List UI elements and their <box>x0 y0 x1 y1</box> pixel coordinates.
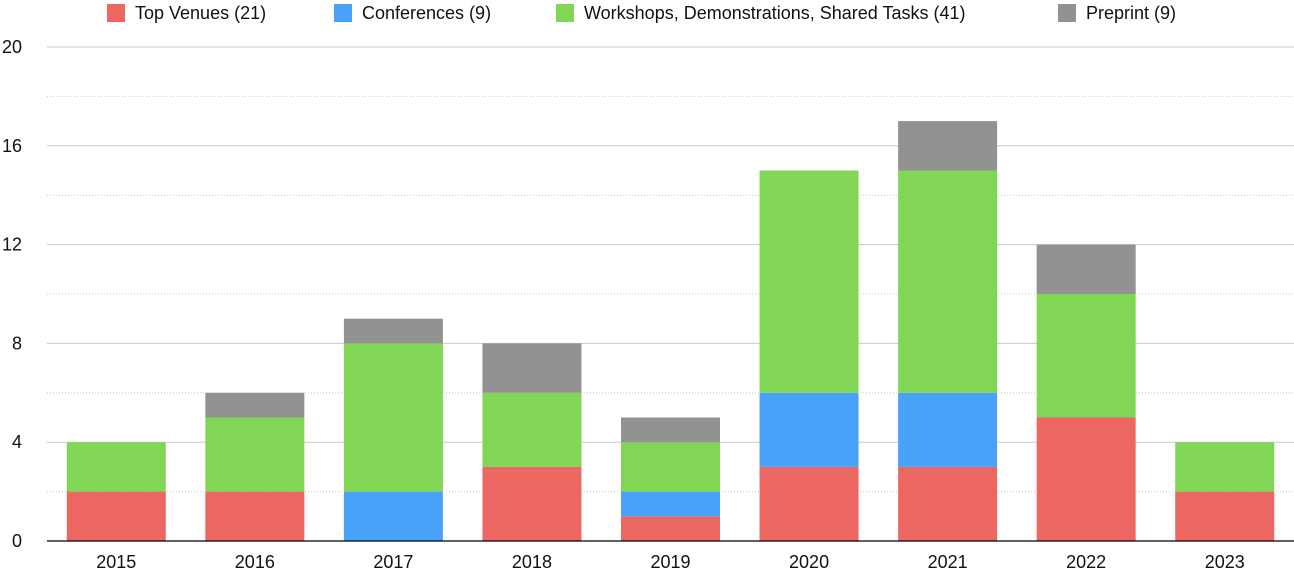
y-axis-ticks: 0 4 8 12 16 20 <box>2 37 22 551</box>
legend-label-conferences-9: Conferences (9) <box>362 3 491 23</box>
bar-workshops-demonstrations-shared-tasks-41-2017 <box>343 343 443 492</box>
y-tick-label-4: 16 <box>2 136 22 156</box>
x-tick-label-2022: 2022 <box>1066 552 1106 572</box>
bar-preprint-9-2018 <box>482 343 582 393</box>
legend-swatch-preprint-9 <box>1058 4 1076 22</box>
bar-top-venues-21-2023 <box>1175 491 1275 541</box>
bar-workshops-demonstrations-shared-tasks-41-2018 <box>482 392 582 467</box>
bar-conferences-9-2020 <box>759 392 859 467</box>
legend-label-top-venues-21: Top Venues (21) <box>135 3 266 23</box>
bar-workshops-demonstrations-shared-tasks-41-2016 <box>205 417 305 492</box>
bars <box>66 121 1275 541</box>
bar-conferences-9-2019 <box>621 491 720 517</box>
legend-swatch-conferences-9 <box>334 4 352 22</box>
bar-workshops-demonstrations-shared-tasks-41-2020 <box>759 170 859 393</box>
bar-conferences-9-2021 <box>898 392 998 467</box>
x-tick-label-2015: 2015 <box>96 552 136 572</box>
y-tick-label-3: 12 <box>2 235 22 255</box>
x-tick-label-2017: 2017 <box>373 552 413 572</box>
bar-preprint-9-2017 <box>343 318 443 344</box>
y-tick-label-1: 4 <box>12 432 22 452</box>
legend: Top Venues (21) Conferences (9) Workshops,… <box>107 3 1176 23</box>
bar-preprint-9-2022 <box>1036 244 1136 294</box>
bar-top-venues-21-2021 <box>898 466 998 541</box>
y-tick-label-5: 20 <box>2 37 22 57</box>
bar-top-venues-21-2018 <box>482 466 582 541</box>
bar-workshops-demonstrations-shared-tasks-41-2021 <box>898 170 998 393</box>
bar-top-venues-21-2019 <box>621 516 720 541</box>
x-tick-label-2020: 2020 <box>789 552 829 572</box>
legend-swatch-workshops-demonstrations-shared-tasks-41 <box>556 4 574 22</box>
bar-workshops-demonstrations-shared-tasks-41-2019 <box>621 442 720 492</box>
bar-top-venues-21-2022 <box>1036 417 1136 541</box>
legend-swatch-top-venues-21 <box>107 4 125 22</box>
x-tick-label-2016: 2016 <box>235 552 275 572</box>
y-tick-label-0: 0 <box>12 531 22 551</box>
legend-label-workshops-demonstrations-shared-tasks-41: Workshops, Demonstrations, Shared Tasks … <box>584 3 966 23</box>
x-tick-label-2018: 2018 <box>512 552 552 572</box>
bar-preprint-9-2019 <box>621 417 720 443</box>
bar-top-venues-21-2020 <box>759 466 859 541</box>
bar-workshops-demonstrations-shared-tasks-41-2015 <box>66 442 166 492</box>
bar-preprint-9-2021 <box>898 121 998 171</box>
legend-label-preprint-9: Preprint (9) <box>1086 3 1176 23</box>
y-tick-label-2: 8 <box>12 333 22 353</box>
x-tick-label-2021: 2021 <box>928 552 968 572</box>
x-tick-label-2023: 2023 <box>1205 552 1245 572</box>
x-tick-label-2019: 2019 <box>650 552 690 572</box>
bar-workshops-demonstrations-shared-tasks-41-2023 <box>1175 442 1275 492</box>
bar-workshops-demonstrations-shared-tasks-41-2022 <box>1036 294 1136 418</box>
bar-top-venues-21-2015 <box>66 491 166 541</box>
bar-top-venues-21-2016 <box>205 491 305 541</box>
bar-preprint-9-2016 <box>205 392 305 418</box>
x-axis-ticks: 2015 2016 2017 2018 2019 2020 2021 2022 2023 <box>96 552 1244 572</box>
bar-conferences-9-2017 <box>343 491 443 541</box>
